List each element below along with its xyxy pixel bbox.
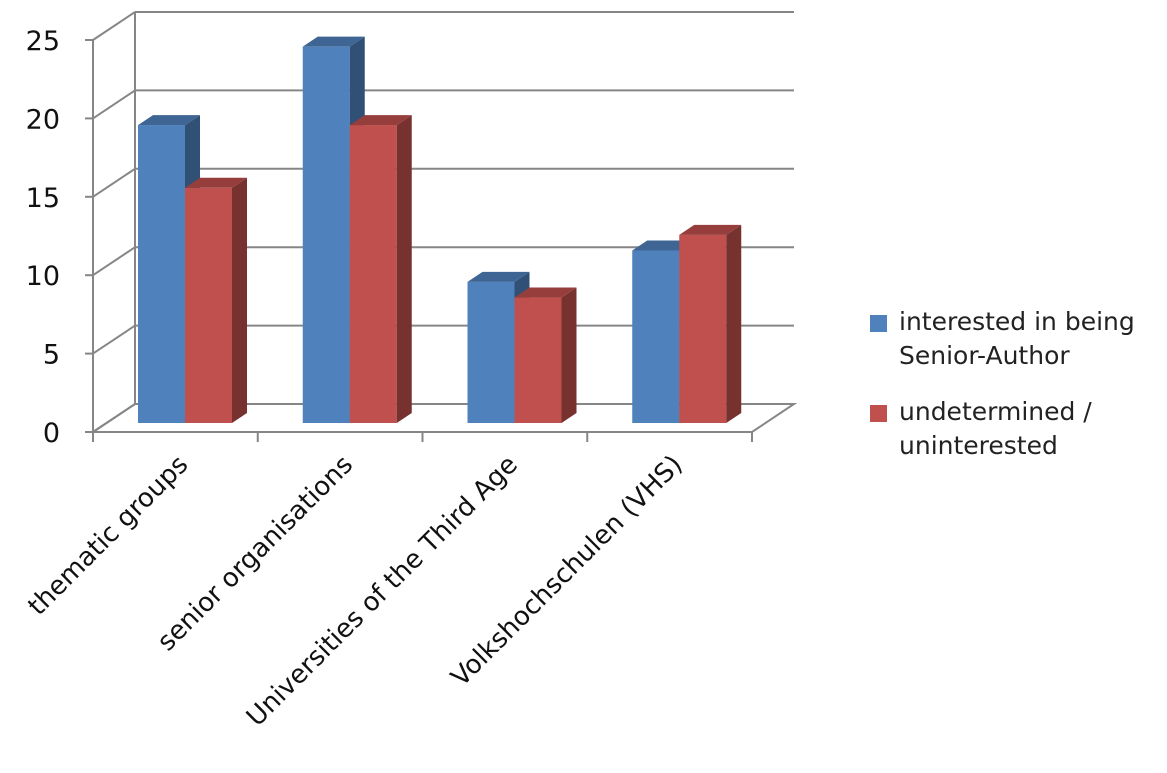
bar-undetermined <box>679 224 742 423</box>
bar-undetermined <box>349 115 412 423</box>
legend-label-undetermined: undetermined / uninterested <box>899 397 1092 460</box>
bar-top <box>632 240 695 251</box>
bar-front <box>302 46 350 424</box>
y-tick-label: 5 <box>43 340 60 371</box>
legend-swatch-undetermined <box>870 405 887 422</box>
x-tick-label: thematic groups <box>23 450 195 622</box>
bar-front <box>679 234 727 423</box>
bar-front <box>185 187 232 423</box>
bar-top <box>138 115 200 126</box>
bar-front <box>467 281 515 423</box>
bar-side <box>232 177 247 423</box>
bar-side <box>396 115 412 423</box>
gridline-side <box>92 246 136 277</box>
bar-top <box>467 271 530 282</box>
gridline-side <box>92 403 136 433</box>
bar-front <box>514 297 562 423</box>
bar-top <box>302 36 365 47</box>
bar-undetermined <box>514 287 577 423</box>
gridline-side <box>92 167 136 198</box>
y-tick-label: 15 <box>26 183 60 214</box>
gridline-side <box>92 324 136 355</box>
bar-undetermined <box>185 177 247 423</box>
y-tick-label: 20 <box>26 104 60 135</box>
x-tick-label: Universities of the Third Age <box>241 450 524 733</box>
legend-label-interested: interested in being Senior-Author <box>899 307 1135 370</box>
bar-front <box>632 250 680 423</box>
legend-item-interested: interested in being Senior-Author <box>870 305 1165 373</box>
y-tick-label: 25 <box>26 26 60 57</box>
y-tick-label: 10 <box>26 261 60 292</box>
bar-top <box>185 177 247 188</box>
bar-top <box>679 224 742 235</box>
legend-swatch-interested <box>870 315 887 332</box>
bar-top <box>514 287 577 298</box>
bar-top <box>349 115 412 126</box>
legend: interested in being Senior-Author undete… <box>870 305 1165 485</box>
bar-side <box>561 287 577 423</box>
legend-item-undetermined: undetermined / uninterested <box>870 395 1165 463</box>
bar-front <box>138 125 185 423</box>
y-tick-label: 0 <box>43 418 60 449</box>
y-axis: 0 5 10 15 20 25 <box>26 26 93 449</box>
bar-front <box>349 125 397 423</box>
gridline-side <box>92 89 136 120</box>
bar-side <box>726 224 742 423</box>
gridline-side <box>92 11 136 41</box>
bars <box>138 36 742 424</box>
